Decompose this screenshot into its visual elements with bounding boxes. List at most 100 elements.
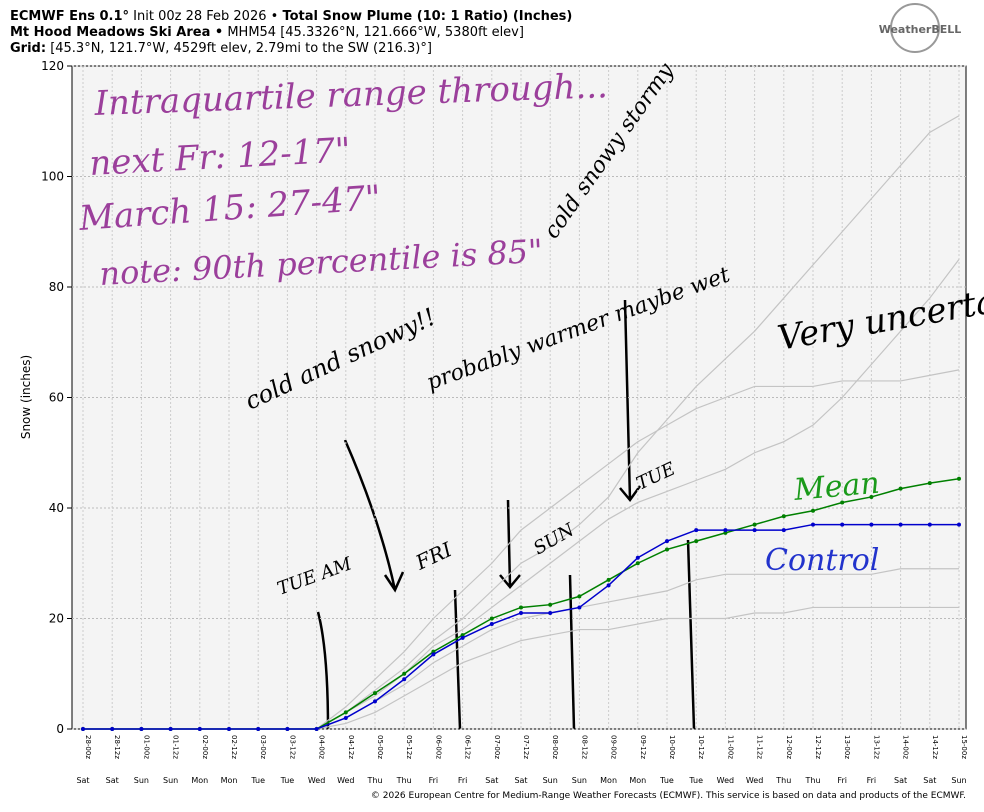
arrows (316, 299, 696, 730)
header-line-1: ECMWF Ens 0.1° Init 00z 28 Feb 2026 • To… (10, 9, 572, 24)
day-label: Sat (106, 776, 119, 785)
point (373, 699, 377, 704)
point (489, 622, 494, 627)
day-label: Sat (894, 776, 907, 785)
x-tick-label: 11-00z (726, 735, 734, 759)
day-label: Sat (514, 776, 527, 785)
x-tick-label: 13-12z (872, 735, 880, 759)
day-label: Sat (76, 776, 89, 785)
x-tick-label: 04-00z (318, 735, 326, 759)
day-label: Sun (134, 776, 149, 785)
point (577, 605, 582, 610)
point (548, 610, 553, 615)
point (665, 539, 669, 544)
point (577, 594, 582, 599)
point (548, 602, 553, 607)
x-tick-label: 02-00z (201, 735, 209, 759)
point (723, 528, 728, 533)
day-label: Mon (191, 776, 208, 785)
point (781, 514, 786, 519)
y-tick-label: 60 (49, 391, 64, 405)
point (81, 727, 85, 731)
point (898, 522, 903, 527)
point (519, 605, 523, 610)
point (752, 522, 757, 527)
x-tick-label: 06-12z (464, 735, 472, 759)
day-label: Sat (485, 776, 498, 785)
point (694, 528, 699, 533)
day-label: Tue (280, 776, 295, 785)
day-label: Sun (572, 776, 587, 785)
x-tick-label: 10-12z (697, 735, 705, 759)
y-tick-label: 20 (49, 612, 64, 626)
day-label: Tue (659, 776, 674, 785)
point (285, 727, 290, 731)
point (665, 547, 669, 552)
header-line-2: Mt Hood Meadows Ski Area • MHM54 [45.332… (10, 25, 524, 40)
x-tick-label: 08-00z (551, 735, 559, 759)
x-tick-label: 06-00z (434, 735, 442, 759)
point (869, 494, 874, 499)
point (139, 727, 144, 731)
day-label: Tue (688, 776, 703, 785)
annotation: Mean (792, 466, 881, 508)
point (343, 710, 348, 715)
day-label: Wed (337, 776, 354, 785)
day-label: Fri (837, 776, 847, 785)
day-label: Fri (429, 776, 439, 785)
x-tick-label: 01-00z (142, 735, 150, 759)
day-label: Fri (867, 776, 877, 785)
day-label: Wed (746, 776, 763, 785)
point (402, 671, 407, 676)
footer: © 2026 European Centre for Medium-Range … (371, 791, 966, 801)
x-tick-label: 10-00z (668, 735, 676, 759)
x-tick-label: 07-00z (493, 735, 501, 759)
logo: WeatherBELL (879, 23, 962, 36)
x-tick-label: 11-12z (756, 735, 764, 759)
point (635, 561, 640, 566)
x-tick-label: 05-00z (376, 735, 384, 759)
logo-ring (890, 3, 940, 53)
point (373, 691, 377, 696)
point (431, 649, 436, 654)
point (898, 486, 903, 491)
y-tick-label: 0 (56, 722, 64, 736)
x-tick-label: 12-00z (785, 735, 793, 759)
x-tick-label: 08-12z (580, 735, 588, 759)
day-label: Thu (804, 776, 820, 785)
point (811, 508, 815, 513)
day-label: Fri (458, 776, 468, 785)
point (811, 522, 815, 527)
series-group (81, 522, 961, 731)
point (840, 500, 845, 505)
point (694, 539, 699, 544)
day-label: Wed (717, 776, 734, 785)
x-tick-label: 03-00z (259, 735, 267, 759)
point (460, 633, 465, 638)
x-tick-label: 28-12z (113, 735, 121, 759)
day-label: Tue (250, 776, 265, 785)
point (869, 522, 874, 527)
point (927, 522, 932, 527)
point (314, 727, 319, 731)
x-tick-label: 03-12z (288, 735, 296, 759)
day-label: Thu (366, 776, 382, 785)
point (402, 677, 407, 682)
point (489, 616, 494, 621)
x-tick-label: 04-12z (347, 735, 355, 759)
point (606, 583, 611, 588)
point (927, 481, 932, 486)
x-tick-label: 01-12z (172, 735, 180, 759)
day-label: Sun (163, 776, 178, 785)
x-tick-label: 28-00z (84, 735, 92, 759)
x-tick-label: 05-12z (405, 735, 413, 759)
x-tick-label: 13-00z (843, 735, 851, 759)
x-tick-label: 12-12z (814, 735, 822, 759)
x-tick-label: 09-00z (610, 735, 618, 759)
point (752, 528, 757, 533)
day-label: Sat (923, 776, 936, 785)
day-label: Thu (775, 776, 791, 785)
point (781, 528, 786, 533)
point (168, 727, 173, 731)
